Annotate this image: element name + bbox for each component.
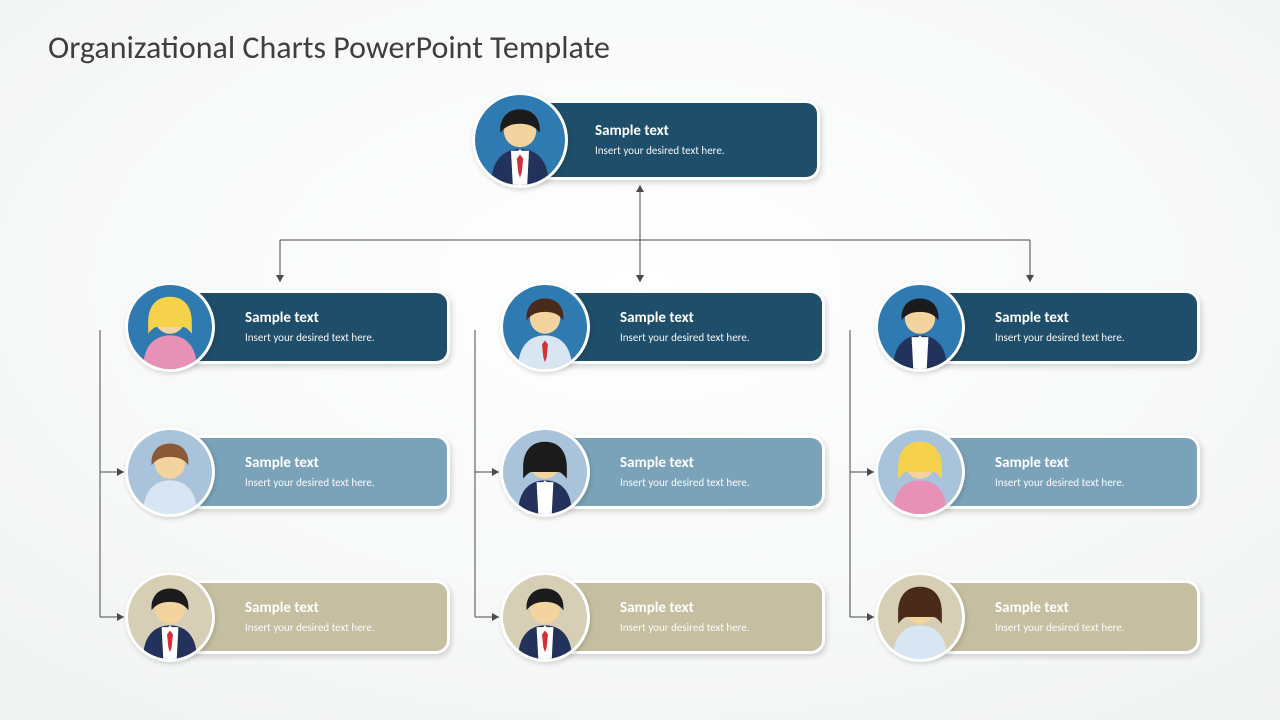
person-icon — [878, 575, 962, 659]
card-title: Sample text — [995, 309, 1125, 328]
avatar-root — [472, 92, 568, 188]
card-subtitle: Insert your desired text here. — [245, 476, 375, 490]
person-icon — [475, 95, 565, 185]
card-title: Sample text — [995, 454, 1125, 473]
avatar-l2c — [875, 427, 965, 517]
card-subtitle: Insert your desired text here. — [620, 621, 750, 635]
card-title: Sample text — [595, 122, 725, 141]
avatar-l3c — [875, 572, 965, 662]
card-title: Sample text — [245, 309, 375, 328]
card-subtitle: Insert your desired text here. — [595, 144, 725, 158]
card-title: Sample text — [245, 599, 375, 618]
avatar-l1c — [875, 282, 965, 372]
card-subtitle: Insert your desired text here. — [995, 621, 1125, 635]
person-icon — [878, 430, 962, 514]
card-title: Sample text — [620, 599, 750, 618]
person-icon — [503, 430, 587, 514]
card-title: Sample text — [620, 454, 750, 473]
avatar-l2b — [500, 427, 590, 517]
card-subtitle: Insert your desired text here. — [245, 331, 375, 345]
card-subtitle: Insert your desired text here. — [245, 621, 375, 635]
card-subtitle: Insert your desired text here. — [620, 331, 750, 345]
person-icon — [128, 575, 212, 659]
person-icon — [878, 285, 962, 369]
avatar-l1b — [500, 282, 590, 372]
card-subtitle: Insert your desired text here. — [995, 331, 1125, 345]
person-icon — [128, 285, 212, 369]
person-icon — [128, 430, 212, 514]
avatar-l2a — [125, 427, 215, 517]
person-icon — [503, 575, 587, 659]
card-title: Sample text — [245, 454, 375, 473]
avatar-l1a — [125, 282, 215, 372]
card-title: Sample text — [995, 599, 1125, 618]
card-subtitle: Insert your desired text here. — [620, 476, 750, 490]
person-icon — [503, 285, 587, 369]
card-subtitle: Insert your desired text here. — [995, 476, 1125, 490]
avatar-l3a — [125, 572, 215, 662]
avatar-l3b — [500, 572, 590, 662]
card-title: Sample text — [620, 309, 750, 328]
